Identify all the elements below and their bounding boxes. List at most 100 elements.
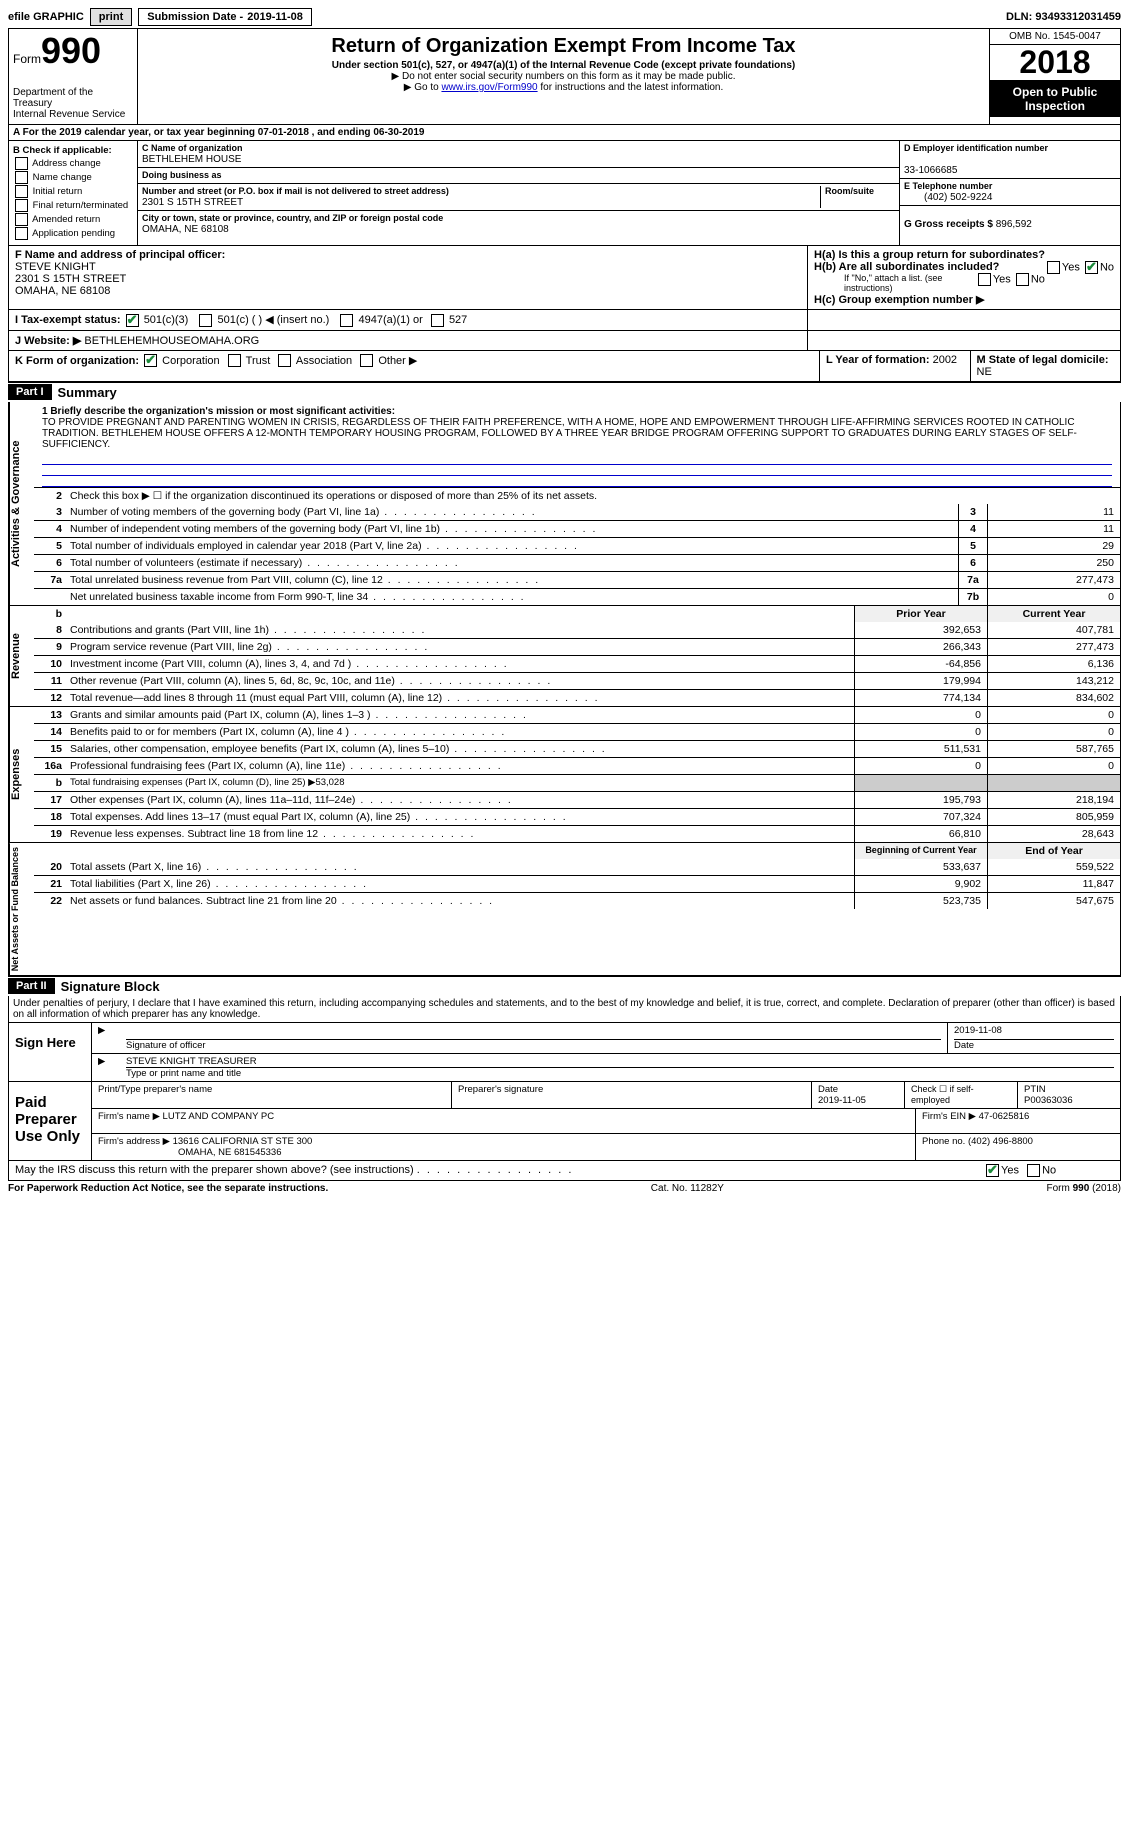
expense-line: 14Benefits paid to or for members (Part … xyxy=(34,723,1120,740)
check-trust[interactable] xyxy=(228,354,241,367)
self-employed-check[interactable]: Check ☐ if self-employed xyxy=(905,1082,1018,1108)
revenue-line: 12Total revenue—add lines 8 through 11 (… xyxy=(34,689,1120,706)
arrow-icon: ▶ xyxy=(92,1054,120,1081)
irs-link[interactable]: www.irs.gov/Form990 xyxy=(441,82,537,93)
sign-here-label: Sign Here xyxy=(9,1023,92,1081)
check-name-change[interactable]: Name change xyxy=(13,171,133,184)
check-final-return[interactable]: Final return/terminated xyxy=(13,199,133,212)
governance-line: 3Number of voting members of the governi… xyxy=(34,504,1120,520)
check-association[interactable] xyxy=(278,354,291,367)
mission-rule-1 xyxy=(42,454,1112,465)
officer-label: F Name and address of principal officer: xyxy=(15,249,225,261)
perjury-text: Under penalties of perjury, I declare th… xyxy=(8,996,1121,1023)
discuss-yes-check[interactable] xyxy=(986,1164,999,1177)
revenue-line: 10Investment income (Part VIII, column (… xyxy=(34,655,1120,672)
check-501c[interactable] xyxy=(199,314,212,327)
dln: DLN: 93493312031459 xyxy=(1006,11,1121,23)
firm-ein-value: 47-0625816 xyxy=(979,1111,1030,1122)
expense-line: 16aProfessional fundraising fees (Part I… xyxy=(34,757,1120,774)
governance-line: 4Number of independent voting members of… xyxy=(34,520,1120,537)
print-button[interactable]: print xyxy=(90,8,132,26)
ptin-value: P00363036 xyxy=(1024,1095,1073,1106)
check-527[interactable] xyxy=(431,314,444,327)
org-name-label: C Name of organization xyxy=(142,143,243,153)
state-domicile-label: M State of legal domicile: xyxy=(977,354,1109,366)
part1-header: Part I Summary xyxy=(8,382,1121,402)
section-b-title: B Check if applicable: xyxy=(13,145,133,156)
firm-phone-value: (402) 496-8800 xyxy=(968,1136,1033,1147)
discuss-no-check[interactable] xyxy=(1027,1164,1040,1177)
revenue-line: 9Program service revenue (Part VIII, lin… xyxy=(34,638,1120,655)
check-501c3[interactable] xyxy=(126,314,139,327)
room-label: Room/suite xyxy=(825,186,874,196)
section-b: B Check if applicable: Address change Na… xyxy=(9,141,138,245)
expense-line: 17Other expenses (Part IX, column (A), l… xyxy=(34,791,1120,808)
ein-label: D Employer identification number xyxy=(904,143,1048,153)
mission-block: 1 Briefly describe the organization's mi… xyxy=(34,402,1120,454)
dln-value: 93493312031459 xyxy=(1035,11,1121,23)
header-left: Form 990 Department of the Treasury Inte… xyxy=(9,29,138,124)
officer-name: STEVE KNIGHT xyxy=(15,261,96,273)
part2-title: Signature Block xyxy=(55,977,166,996)
officer-addr1: 2301 S 15TH STREET xyxy=(15,273,126,285)
form-note-1: ▶ Do not enter social security numbers o… xyxy=(142,71,985,82)
prep-date-value: 2019-11-05 xyxy=(818,1095,866,1106)
check-address-change[interactable]: Address change xyxy=(13,157,133,170)
sign-here-section: Sign Here ▶ Signature of officer 2019-11… xyxy=(8,1023,1121,1082)
page-footer: For Paperwork Reduction Act Notice, see … xyxy=(8,1183,1121,1194)
note2-post: for instructions and the latest informat… xyxy=(538,82,724,93)
hb-no: No xyxy=(1031,273,1045,285)
expense-line: 18Total expenses. Add lines 13–17 (must … xyxy=(34,808,1120,825)
officer-typed-name: STEVE KNIGHT TREASURER xyxy=(126,1056,1114,1068)
part1-title: Summary xyxy=(52,383,123,402)
hb-yes: Yes xyxy=(993,273,1011,285)
current-year-hdr: Current Year xyxy=(987,606,1120,622)
part2-label: Part II xyxy=(8,978,55,994)
prior-year-hdr: Prior Year xyxy=(854,606,987,622)
part2-header: Part II Signature Block xyxy=(8,976,1121,996)
website-label: J Website: ▶ xyxy=(15,335,81,347)
hb-label: H(b) Are all subordinates included? xyxy=(814,261,999,273)
hb-note: If "No," attach a list. (see instruction… xyxy=(814,273,1114,293)
form-header: Form 990 Department of the Treasury Inte… xyxy=(8,28,1121,125)
omb-number: OMB No. 1545-0047 xyxy=(990,29,1120,45)
check-application-pending[interactable]: Application pending xyxy=(13,227,133,240)
note2-pre: ▶ Go to xyxy=(404,82,442,93)
discuss-row: May the IRS discuss this return with the… xyxy=(8,1161,1121,1181)
officer-addr2: OMAHA, NE 68108 xyxy=(15,285,110,297)
check-4947[interactable] xyxy=(340,314,353,327)
info-grid: B Check if applicable: Address change Na… xyxy=(8,141,1121,246)
phone-label: E Telephone number xyxy=(904,181,992,191)
mission-rule-2 xyxy=(42,465,1112,476)
prep-name-label: Print/Type preparer's name xyxy=(98,1084,212,1095)
open-public-badge: Open to Public Inspection xyxy=(990,81,1120,117)
form-word: Form xyxy=(13,52,41,66)
vlabel-revenue: Revenue xyxy=(9,606,34,706)
ha-yes: Yes xyxy=(1062,261,1080,273)
check-other[interactable] xyxy=(360,354,373,367)
governance-line: Net unrelated business taxable income fr… xyxy=(34,588,1120,605)
check-corporation[interactable] xyxy=(144,354,157,367)
firm-ein-label: Firm's EIN ▶ xyxy=(922,1111,976,1122)
vlabel-netassets: Net Assets or Fund Balances xyxy=(9,843,34,975)
city-value: OMAHA, NE 68108 xyxy=(142,224,229,235)
form-number: 990 xyxy=(41,33,101,69)
revenue-line: 11Other revenue (Part VIII, column (A), … xyxy=(34,672,1120,689)
ha-no: No xyxy=(1100,261,1114,273)
form-org-label: K Form of organization: xyxy=(15,355,139,367)
firm-phone-label: Phone no. xyxy=(922,1136,965,1147)
mission-text: TO PROVIDE PREGNANT AND PARENTING WOMEN … xyxy=(42,417,1077,450)
city-label: City or town, state or province, country… xyxy=(142,213,443,223)
revenue-year-header: b Prior Year Current Year xyxy=(34,606,1120,622)
paid-preparer-label: Paid Preparer Use Only xyxy=(9,1082,92,1160)
year-formation-value: 2002 xyxy=(933,354,957,366)
ptin-label: PTIN xyxy=(1024,1084,1046,1095)
check-initial-return[interactable]: Initial return xyxy=(13,185,133,198)
firm-addr2: OMAHA, NE 681545336 xyxy=(98,1147,282,1158)
section-expenses: Expenses 13Grants and similar amounts pa… xyxy=(8,707,1121,843)
street-label: Number and street (or P.O. box if mail i… xyxy=(142,186,449,196)
revenue-line: 8Contributions and grants (Part VIII, li… xyxy=(34,622,1120,638)
governance-line: 5Total number of individuals employed in… xyxy=(34,537,1120,554)
check-amended-return[interactable]: Amended return xyxy=(13,213,133,226)
state-domicile-value: NE xyxy=(977,366,992,378)
